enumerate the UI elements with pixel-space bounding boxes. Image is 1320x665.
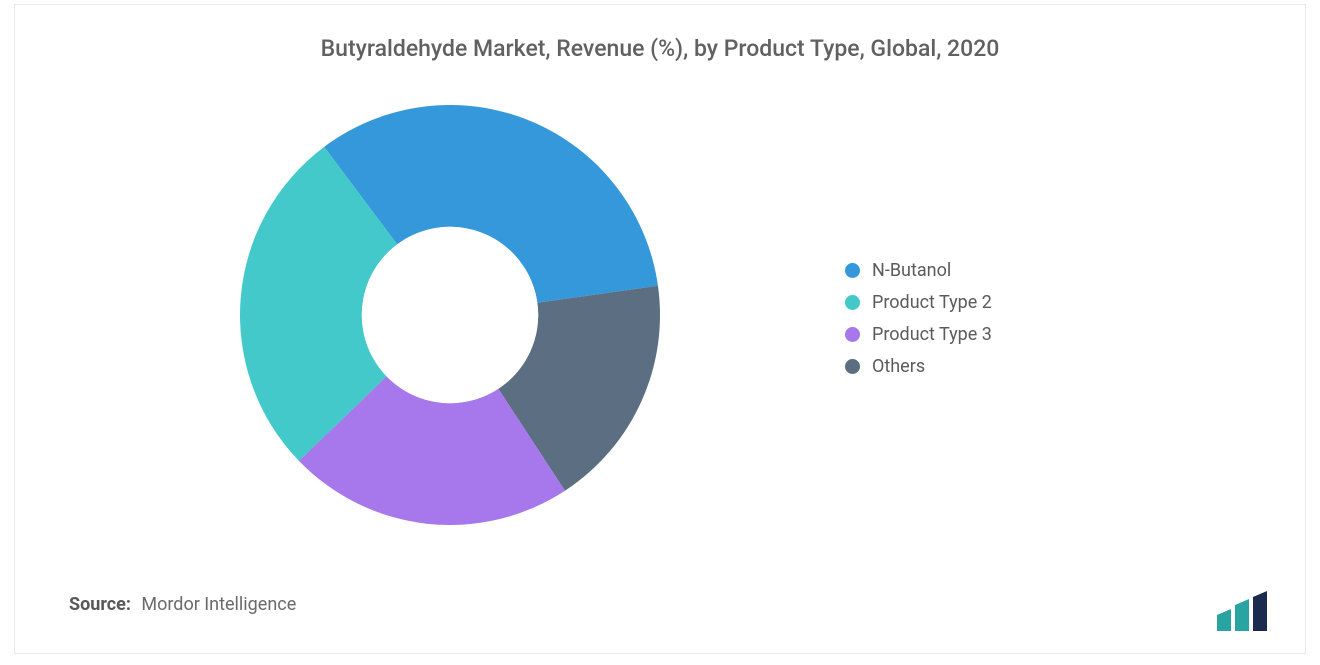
legend-item: Product Type 2 — [845, 289, 992, 317]
donut-chart — [235, 100, 665, 530]
legend-label: Product Type 3 — [872, 321, 992, 349]
source-value: Mordor Intelligence — [141, 594, 296, 615]
source-caption: Source: Mordor Intelligence — [69, 594, 296, 615]
chart-title: Butyraldehyde Market, Revenue (%), by Pr… — [15, 35, 1305, 62]
brand-logo — [1217, 591, 1275, 631]
legend-label: Product Type 2 — [872, 289, 992, 317]
source-label: Source: — [69, 594, 131, 615]
chart-frame: Butyraldehyde Market, Revenue (%), by Pr… — [14, 4, 1306, 654]
legend-swatch — [845, 295, 860, 310]
legend-item: Product Type 3 — [845, 321, 992, 349]
legend-label: Others — [872, 353, 925, 381]
legend-swatch — [845, 359, 860, 374]
legend-swatch — [845, 327, 860, 342]
legend-item: Others — [845, 353, 992, 381]
legend-label: N-Butanol — [872, 257, 951, 285]
legend-swatch — [845, 263, 860, 278]
legend: N-Butanol Product Type 2 Product Type 3 Oth… — [845, 257, 992, 385]
legend-item: N-Butanol — [845, 257, 992, 285]
